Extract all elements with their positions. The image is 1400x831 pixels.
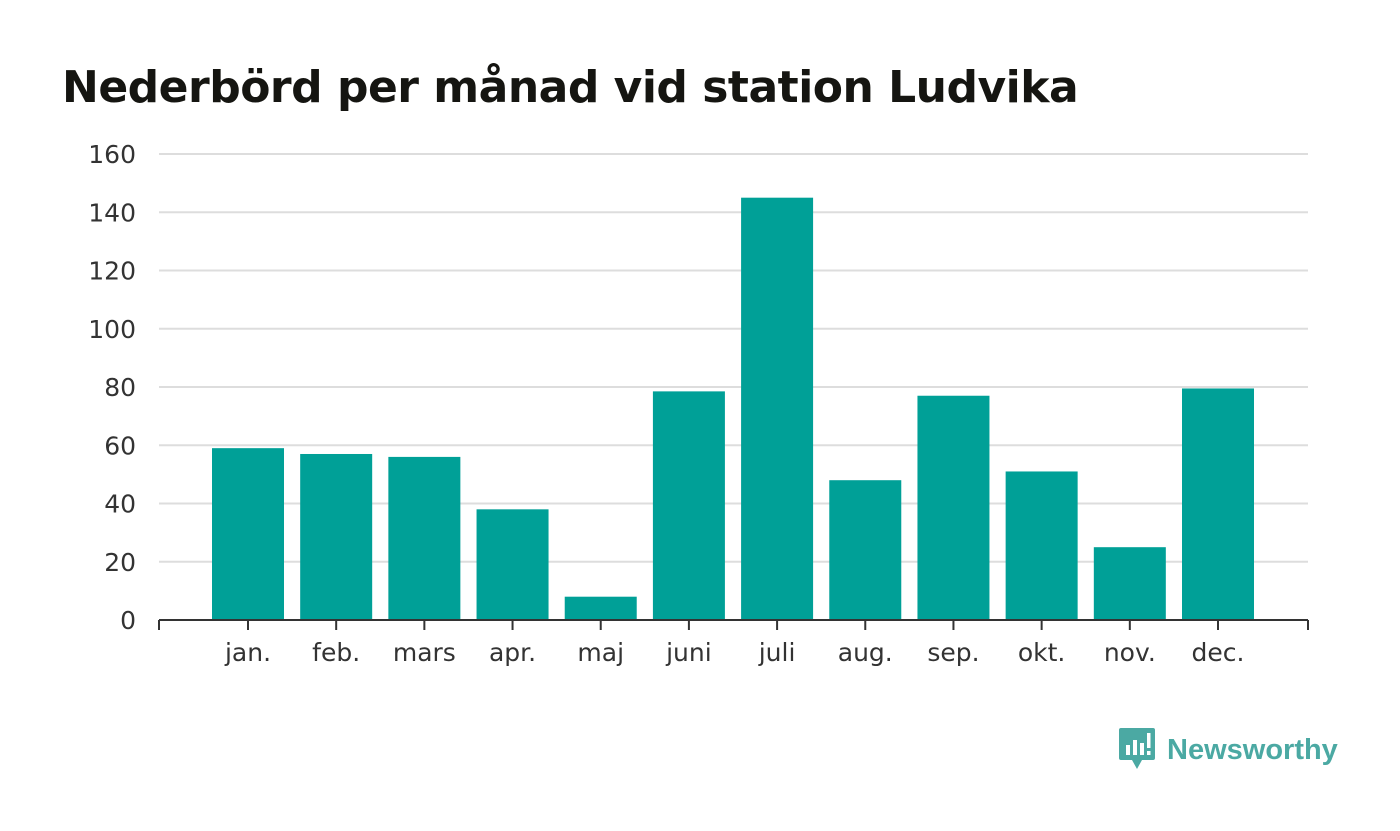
- newsworthy-logo-icon: [1119, 728, 1155, 769]
- bar: [829, 480, 902, 620]
- bar: [917, 395, 990, 620]
- x-tick-label: apr.: [489, 638, 536, 667]
- y-tick-label: 140: [88, 198, 136, 227]
- y-tick-label: 100: [88, 315, 136, 344]
- x-tick-label: jan.: [224, 638, 271, 667]
- bars: [212, 197, 1254, 620]
- tick-labels: 0 20 40 60 80 100 120 140 160 jan. feb. mars apr. maj…: [88, 140, 1244, 667]
- bar: [1005, 471, 1078, 620]
- bar: [388, 456, 461, 620]
- bar: [564, 596, 637, 620]
- y-tick-label: 20: [104, 548, 136, 577]
- bar: [476, 509, 549, 620]
- bar: [212, 448, 284, 620]
- bar-chart: 0 20 40 60 80 100 120 140 160 jan. feb. mars apr. maj…: [88, 140, 1309, 667]
- y-tick-label: 60: [104, 431, 136, 460]
- y-tick-label: 0: [120, 606, 136, 635]
- x-tick-label: juli: [758, 638, 796, 667]
- brand-name: Newsworthy: [1167, 733, 1338, 766]
- bar: [1182, 388, 1254, 620]
- axes: [158, 619, 1309, 630]
- bar: [1093, 547, 1166, 620]
- x-tick-label: feb.: [312, 638, 360, 667]
- x-tick-label: sep.: [927, 638, 979, 667]
- bar: [741, 197, 814, 620]
- bar: [300, 453, 373, 620]
- x-tick-label: aug.: [838, 638, 893, 667]
- x-tick-label: maj: [577, 638, 624, 667]
- y-tick-label: 80: [104, 373, 136, 402]
- x-tick-label: dec.: [1192, 638, 1245, 667]
- newsworthy-brand: Newsworthy: [1119, 728, 1338, 772]
- x-tick-label: okt.: [1018, 638, 1066, 667]
- y-tick-label: 160: [88, 140, 136, 169]
- y-tick-label: 40: [104, 490, 136, 519]
- bar: [652, 391, 725, 620]
- x-tick-label: juni: [665, 638, 712, 667]
- x-tick-label: nov.: [1104, 638, 1156, 667]
- y-tick-label: 120: [88, 257, 136, 286]
- x-tick-label: mars: [393, 638, 456, 667]
- chart-title: Nederbörd per månad vid station Ludvika: [62, 62, 1079, 113]
